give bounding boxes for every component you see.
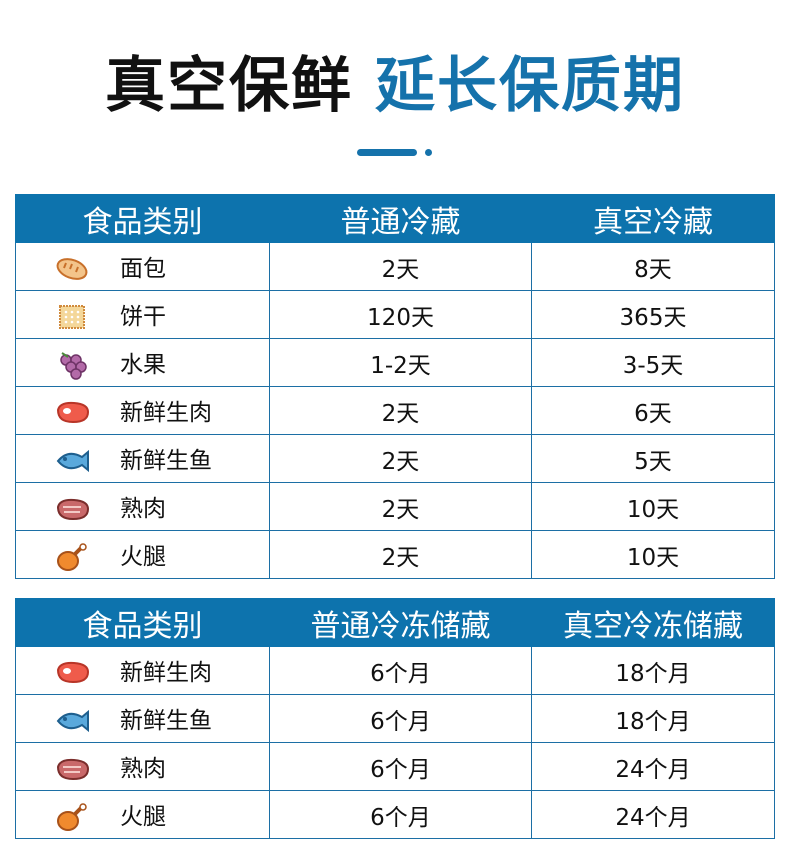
food-name: 熟肉 [120, 495, 166, 522]
table-row: 水果 1-2天 3-5天 [15, 338, 775, 387]
vacuum-duration: 6天 [531, 386, 775, 435]
header-normal: 普通冷藏 [269, 194, 532, 243]
normal-duration: 120天 [269, 290, 532, 339]
food-cell: 熟肉 [15, 742, 270, 791]
vacuum-duration: 18个月 [531, 694, 775, 743]
food-name: 熟肉 [120, 755, 166, 782]
freezing-table: 食品类别 普通冷冻储藏 真空冷冻储藏 新鲜生肉 6个月 18个月 新鲜生鱼 6个月 18个… [15, 598, 775, 839]
raw-meat-icon [56, 402, 90, 424]
normal-duration: 6个月 [269, 790, 532, 839]
food-name: 面包 [120, 255, 166, 282]
food-name: 饼干 [120, 303, 166, 330]
normal-duration: 6个月 [269, 646, 532, 695]
normal-duration: 2天 [269, 242, 532, 291]
vacuum-duration: 5天 [531, 434, 775, 483]
food-cell: 熟肉 [15, 482, 270, 531]
table-row: 面包 2天 8天 [15, 242, 775, 291]
table-row: 饼干 120天 365天 [15, 290, 775, 339]
normal-duration: 2天 [269, 530, 532, 579]
food-name: 火腿 [120, 543, 166, 570]
food-cell: 新鲜生鱼 [15, 694, 270, 743]
food-cell: 新鲜生鱼 [15, 434, 270, 483]
table-row: 新鲜生肉 6个月 18个月 [15, 646, 775, 695]
bread-icon [56, 258, 88, 281]
header-food: 食品类别 [15, 194, 270, 243]
normal-duration: 6个月 [269, 742, 532, 791]
vacuum-duration: 10天 [531, 482, 775, 531]
refrigeration-table: 食品类别 普通冷藏 真空冷藏 面包 2天 8天 饼干 120天 365天 水果 1-2天 3-5… [15, 194, 775, 579]
food-cell: 火腿 [15, 790, 270, 839]
table-row: 新鲜生肉 2天 6天 [15, 386, 775, 435]
header-food: 食品类别 [15, 598, 270, 647]
food-name: 水果 [120, 351, 166, 378]
decor-bar [357, 149, 417, 156]
raw-meat-icon [56, 662, 90, 684]
vacuum-duration: 18个月 [531, 646, 775, 695]
food-name: 新鲜生肉 [120, 659, 212, 686]
page-title: 真空保鲜 延长保质期 [0, 48, 790, 124]
header-vacuum: 真空冷冻储藏 [531, 598, 775, 647]
food-name: 新鲜生鱼 [120, 447, 212, 474]
table-row: 熟肉 6个月 24个月 [15, 742, 775, 791]
ham-leg-icon [57, 803, 87, 832]
food-cell: 新鲜生肉 [15, 386, 270, 435]
food-cell: 水果 [15, 338, 270, 387]
vacuum-duration: 3-5天 [531, 338, 775, 387]
ham-leg-icon [57, 543, 87, 572]
normal-duration: 2天 [269, 482, 532, 531]
fish-icon [56, 710, 89, 733]
grapes-icon [60, 352, 87, 380]
food-name: 新鲜生肉 [120, 399, 212, 426]
header-vacuum: 真空冷藏 [531, 194, 775, 243]
normal-duration: 6个月 [269, 694, 532, 743]
table-row: 新鲜生鱼 6个月 18个月 [15, 694, 775, 743]
table-row: 火腿 6个月 24个月 [15, 790, 775, 839]
header-normal: 普通冷冻储藏 [269, 598, 532, 647]
decor-dot [425, 149, 432, 156]
food-name: 新鲜生鱼 [120, 707, 212, 734]
food-cell: 饼干 [15, 290, 270, 339]
normal-duration: 2天 [269, 434, 532, 483]
food-cell: 面包 [15, 242, 270, 291]
normal-duration: 1-2天 [269, 338, 532, 387]
biscuit-icon [59, 305, 85, 330]
food-cell: 新鲜生肉 [15, 646, 270, 695]
title-blue: 延长保质期 [375, 51, 685, 121]
table-row: 火腿 2天 10天 [15, 530, 775, 579]
table-row: 新鲜生鱼 2天 5天 [15, 434, 775, 483]
vacuum-duration: 8天 [531, 242, 775, 291]
title-black: 真空保鲜 [105, 51, 353, 121]
normal-duration: 2天 [269, 386, 532, 435]
cooked-meat-icon [56, 759, 90, 781]
fish-icon [56, 450, 89, 473]
food-cell: 火腿 [15, 530, 270, 579]
vacuum-duration: 10天 [531, 530, 775, 579]
vacuum-duration: 365天 [531, 290, 775, 339]
vacuum-duration: 24个月 [531, 742, 775, 791]
food-name: 火腿 [120, 803, 166, 830]
table-row: 熟肉 2天 10天 [15, 482, 775, 531]
cooked-meat-icon [56, 499, 90, 521]
vacuum-duration: 24个月 [531, 790, 775, 839]
